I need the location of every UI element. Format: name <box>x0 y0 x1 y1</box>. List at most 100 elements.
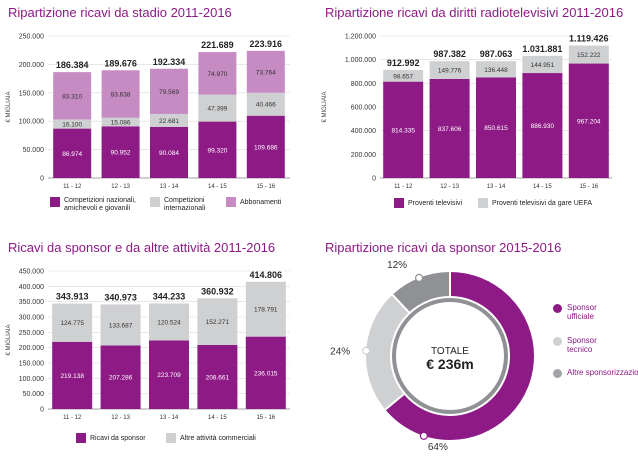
pie-legend-item-0: Sponsor ufficiale <box>553 303 617 321</box>
bar-total-label: 360.932 <box>201 286 234 296</box>
bar-sponsor-s1 <box>100 304 141 346</box>
legend-label: Proventi televisivi <box>408 200 463 207</box>
bar-sponsor-s0 <box>149 340 189 409</box>
pie-legend-item-1: Sponsor tecnico <box>553 336 612 354</box>
y-tick-label: 1.200.000 <box>345 34 376 41</box>
y-tick-label: 50.000 <box>23 391 45 398</box>
chart-pie: 64% 24% 12% TOTALE€ 236m <box>330 260 534 453</box>
donut-slice-1 <box>366 272 534 440</box>
donut-percent-label: 12% <box>387 260 407 271</box>
y-tick-label: 100.000 <box>19 376 44 383</box>
bar-stadio-s1 <box>198 94 237 122</box>
y-tick-label: 0 <box>40 407 44 414</box>
bar-total-label: 223.916 <box>250 39 283 49</box>
x-tick-label: 14 - 15 <box>533 184 552 190</box>
bar-stadio-s2 <box>150 68 188 114</box>
bar-sponsor-s1 <box>149 303 189 341</box>
legend-swatch <box>50 197 60 207</box>
bar-value-label: 83.638 <box>111 92 131 99</box>
x-tick-label: 12 - 13 <box>440 184 459 190</box>
bar-value-label: 219.138 <box>60 373 84 380</box>
donut-separator <box>384 393 405 411</box>
bar-value-label: 98.657 <box>393 73 413 80</box>
bar-total-label: 189.676 <box>104 58 137 68</box>
bar-sponsor-s0 <box>100 345 141 409</box>
bar-tv-s0 <box>383 81 424 178</box>
bar-sponsor-s1 <box>52 303 93 342</box>
legend-label: Competizioni internazionali <box>164 197 206 212</box>
legend-label: Sponsor tecnico <box>567 336 597 354</box>
y-tick-label: 250.000 <box>19 34 44 41</box>
donut-separator <box>391 294 410 313</box>
donut-center-value: € 236m <box>426 356 473 372</box>
bar-value-label: 208.661 <box>206 375 230 382</box>
chart-title-stadio: Ripartizione ricavi da stadio 2011-2016 <box>8 5 232 20</box>
bar-tv-s1 <box>476 61 516 78</box>
x-tick-label: 12 - 13 <box>111 184 130 190</box>
x-tick-label: 14 - 15 <box>208 415 227 421</box>
bar-stadio-s0 <box>101 126 140 178</box>
x-tick-label: 13 - 14 <box>160 184 179 190</box>
donut-percent-label: 24% <box>330 347 350 358</box>
bar-value-label: 814.335 <box>391 127 415 134</box>
bar-value-label: 144.951 <box>531 62 555 69</box>
y-tick-label: 1.000.000 <box>345 57 376 64</box>
legend-label: Proventi televisivi da gare UEFA <box>492 200 592 207</box>
bar-value-label: 15.086 <box>111 120 131 127</box>
bar-total-label: 987.063 <box>480 49 513 59</box>
x-tick-label: 11 - 12 <box>63 415 82 421</box>
bar-value-label: 136.448 <box>484 67 508 74</box>
bar-value-label: 152.271 <box>206 319 230 326</box>
bar-tv-s0 <box>568 63 609 178</box>
x-tick-label: 13 - 14 <box>487 184 506 190</box>
bar-total-label: 1.119.426 <box>569 34 609 44</box>
bar-total-label: 414.806 <box>250 270 283 280</box>
legend-swatch <box>478 198 488 208</box>
bar-stadio-s0 <box>246 115 285 178</box>
y-tick-label: 250.000 <box>19 330 44 337</box>
y-axis-title: € MIGLIAIA <box>6 324 12 355</box>
y-tick-label: 800.000 <box>351 81 376 88</box>
bar-value-label: 236.015 <box>254 370 278 377</box>
bar-tv-s0 <box>429 78 470 178</box>
bar-value-label: 886.930 <box>531 123 555 130</box>
donut-center-label: TOTALE <box>431 346 469 357</box>
chart-sponsor: 0 50.000 100.000 150.000 200.000 250.000 300.0… <box>6 269 290 421</box>
y-tick-label: 200.000 <box>19 62 44 69</box>
bar-stadio-s0 <box>150 126 188 178</box>
y-tick-label: 200.000 <box>351 152 376 159</box>
legend-item-stadio-1: Competizioni internazionali <box>150 197 224 213</box>
bar-stadio-s0 <box>53 128 92 178</box>
bar-total-label: 340.973 <box>104 292 137 302</box>
legend-label: Competizioni nazionali, amichevoli e gio… <box>64 197 136 212</box>
donut-marker <box>419 431 428 440</box>
bar-value-label: 90.084 <box>159 150 179 157</box>
legend-label: Altre sponsorizzazioni <box>567 368 638 377</box>
bar-value-label: 90.952 <box>111 150 131 157</box>
y-axis-title: € MIGLIAIA <box>6 91 12 122</box>
x-tick-label: 11 - 12 <box>63 184 82 190</box>
y-tick-label: 600.000 <box>351 105 376 112</box>
bar-sponsor-s1 <box>245 281 286 337</box>
chart-tv: 0 200.000 400.000 600.000 800.000 1.000.000 1.… <box>322 34 612 190</box>
bar-stadio-s2 <box>101 70 140 118</box>
legend-label: Altre attività commerciali <box>180 435 256 442</box>
bar-tv-s0 <box>522 73 563 178</box>
bar-tv-s1 <box>429 61 470 79</box>
y-tick-label: 150.000 <box>19 361 44 368</box>
y-tick-label: 400.000 <box>19 284 44 291</box>
bar-value-label: 850.615 <box>484 125 508 132</box>
bar-value-label: 40.466 <box>256 102 276 109</box>
bar-value-label: 99.320 <box>207 147 227 154</box>
y-tick-label: 350.000 <box>19 299 44 306</box>
bar-total-label: 344.233 <box>153 291 186 301</box>
donut-marker <box>362 346 371 355</box>
x-tick-label: 15 - 16 <box>256 415 275 421</box>
legend-label: Abbonamenti <box>240 199 282 206</box>
chart-title-tv: Ripartizione ricavi da diritti radiotele… <box>325 5 624 20</box>
bar-value-label: 120.524 <box>157 319 181 326</box>
bar-tv-s1 <box>383 69 424 82</box>
chart-stadio: 0 50.000 100.000 150.000 200.000 250.000 € MIG… <box>6 34 290 190</box>
bar-total-label: 221.689 <box>201 40 234 50</box>
donut-percent-label: 64% <box>428 442 448 453</box>
